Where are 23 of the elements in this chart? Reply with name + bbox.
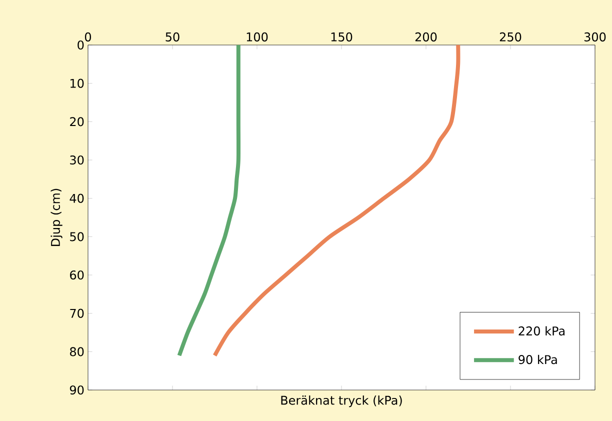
y-tick-label: 40 xyxy=(70,194,84,203)
x-tick-label: 100 xyxy=(246,32,268,42)
y-tick-label: 60 xyxy=(70,270,84,280)
y-axis-title: Djup (cm) xyxy=(50,188,62,246)
x-tick-label: 0 xyxy=(84,32,92,42)
x-tick-label: 150 xyxy=(331,32,352,42)
line-series xyxy=(177,45,241,358)
y-tick-label: 0 xyxy=(78,40,84,50)
y-tick-label: 90 xyxy=(70,385,84,395)
x-axis-title: Beräknat tryck (kPa) xyxy=(281,396,402,408)
y-tick-label: 10 xyxy=(70,78,84,88)
x-tick-label: 300 xyxy=(584,32,606,42)
legend-label: 220 kPa xyxy=(518,326,564,336)
y-tick-label: 80 xyxy=(70,347,84,356)
x-tick-label: 50 xyxy=(166,32,180,42)
x-tick-label: 200 xyxy=(415,32,437,42)
x-tick-label: 250 xyxy=(500,32,522,42)
y-tick-label: 70 xyxy=(70,308,84,318)
y-tick-label: 50 xyxy=(70,232,84,242)
legend-label: 90 kPa xyxy=(518,354,557,364)
line-series xyxy=(212,45,460,358)
y-tick-label: 30 xyxy=(70,155,84,165)
y-tick-label: 20 xyxy=(70,117,84,126)
